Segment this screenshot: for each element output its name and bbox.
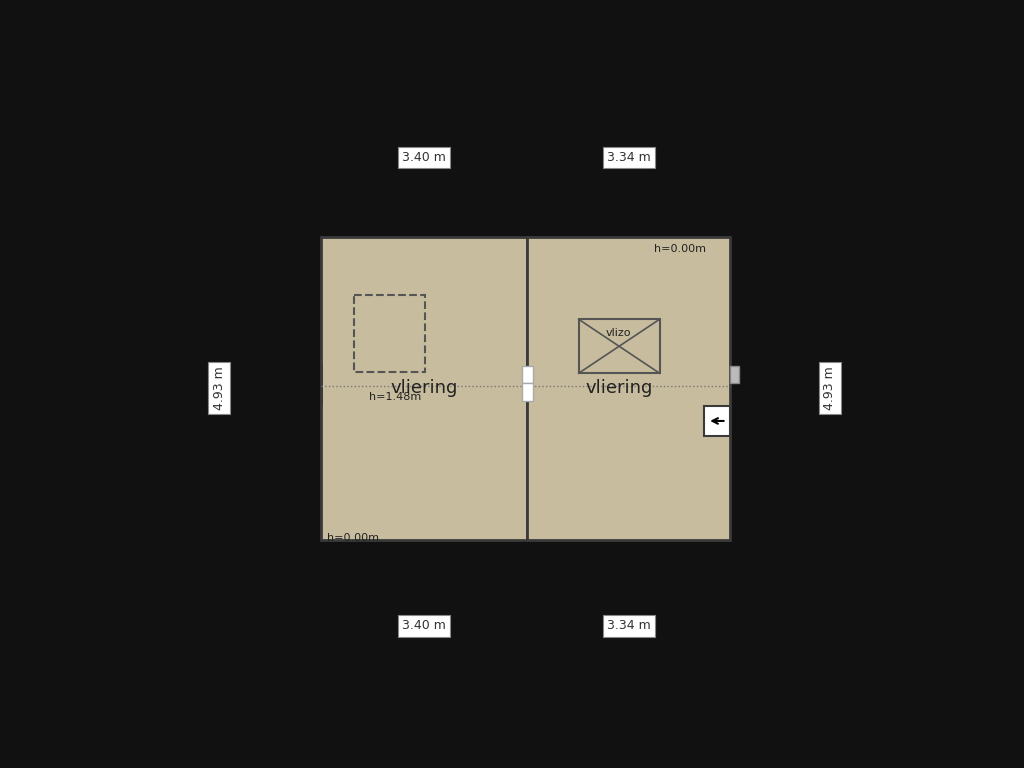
Text: vliering: vliering [390,379,458,397]
Bar [300,366,321,404]
Text: h=1.48m: h=1.48m [370,392,422,402]
Text: vliering: vliering [586,379,653,397]
Bar [579,319,659,373]
Bar [730,366,739,383]
Text: vlizo: vlizo [606,328,632,338]
Text: 4.93 m: 4.93 m [823,366,837,409]
Text: 3.34 m: 3.34 m [607,151,650,164]
Text: 3.40 m: 3.40 m [402,151,445,164]
Bar [527,237,730,540]
Text: 3.34 m: 3.34 m [607,619,650,632]
Text: h=0.00m: h=0.00m [654,244,707,254]
Bar [705,406,730,435]
Bar [521,366,532,383]
Text: 3.40 m: 3.40 m [402,619,445,632]
Text: 4.93 m: 4.93 m [213,366,225,409]
Bar [321,237,527,540]
Bar [521,383,532,401]
Bar [354,295,425,372]
Text: h=0.00m: h=0.00m [327,532,379,543]
